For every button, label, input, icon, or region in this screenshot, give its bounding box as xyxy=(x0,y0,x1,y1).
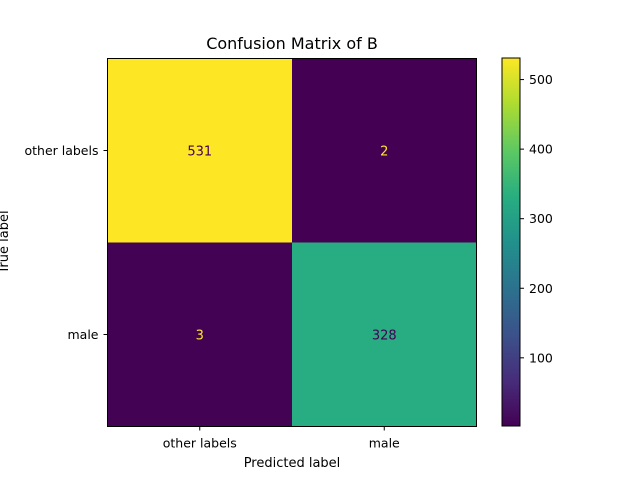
colorbar-tick-label-0: 100 xyxy=(529,350,553,365)
heatmap-cell-1-0 xyxy=(107,242,293,427)
colorbar-tick-label-3: 400 xyxy=(529,142,553,157)
x-tick-label-1: male xyxy=(369,436,400,451)
x-axis-label: Predicted label xyxy=(244,456,341,471)
cell-value-0-1: 2 xyxy=(380,145,388,160)
heatmap-cells xyxy=(107,58,477,427)
y-tick-label-1: male xyxy=(68,327,99,342)
colorbar-frame xyxy=(501,57,521,427)
y-tick-label-0: other labels xyxy=(24,143,98,158)
cell-value-1-0: 3 xyxy=(196,329,204,344)
cell-value-0-0: 531 xyxy=(187,145,212,160)
cell-value-1-1: 328 xyxy=(372,329,397,344)
heatmap-frame xyxy=(107,58,477,427)
x-axis-ticks: other labels male xyxy=(163,426,400,451)
chart-title: Confusion Matrix of B xyxy=(206,34,378,53)
y-axis-ticks: other labels male xyxy=(24,143,108,342)
colorbar-ticks: 100 200 300 400 500 xyxy=(520,72,553,365)
heatmap-cell-0-1 xyxy=(292,58,477,243)
heatmap-cell-0-0 xyxy=(107,58,293,243)
cell-value-labels: 531 2 3 328 xyxy=(187,145,396,344)
colorbar-tick-label-1: 200 xyxy=(529,281,553,296)
colorbar xyxy=(502,58,520,426)
colorbar-tick-label-2: 300 xyxy=(529,211,553,226)
x-tick-label-0: other labels xyxy=(163,436,237,451)
heatmap-cell-1-1 xyxy=(292,242,477,427)
y-axis-label: True label xyxy=(0,210,12,274)
colorbar-tick-label-4: 500 xyxy=(529,72,553,87)
